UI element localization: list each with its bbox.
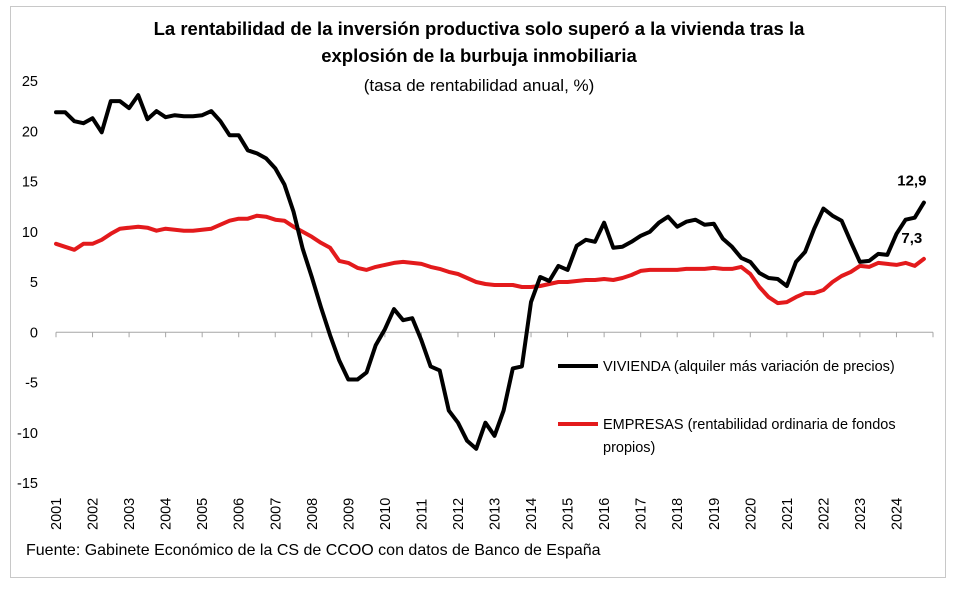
y-tick-label: 20 (22, 124, 38, 140)
x-tick-label: 2008 (305, 498, 321, 530)
x-tick-label: 2005 (195, 498, 211, 530)
x-tick-label: 2019 (707, 498, 723, 530)
legend-label-empresas-line-2: propios) (603, 440, 655, 456)
end-label-empresas: 7,3 (901, 230, 922, 247)
x-tick-label: 2003 (122, 498, 138, 530)
end-label-vivienda: 12,9 (897, 173, 926, 190)
y-tick-label: 15 (22, 175, 38, 191)
x-axis: 2001 2002 2003 2004 2005 2006 2007 2008 2009 2010… (49, 331, 934, 530)
x-tick-label: 2014 (524, 498, 540, 530)
y-tick-label: -10 (17, 426, 38, 442)
x-tick-label: 2017 (634, 498, 650, 530)
x-tick-label: 2013 (488, 498, 504, 530)
x-tick-label: 2004 (159, 498, 175, 530)
series-line-vivienda (54, 93, 926, 451)
x-tick-label: 2011 (414, 499, 430, 530)
y-tick-label: 0 (30, 325, 38, 341)
source-note: Fuente: Gabinete Económico de la CS de C… (26, 542, 601, 559)
y-axis: 25 20 15 10 5 0 -5 -10 -15 (17, 74, 38, 492)
x-tick-label: 2012 (451, 498, 467, 530)
y-tick-label: 10 (22, 225, 38, 241)
x-tick-label: 2016 (597, 498, 613, 530)
y-tick-label: -15 (17, 476, 38, 492)
plot-area (54, 93, 926, 451)
y-tick-label: -5 (25, 376, 38, 392)
x-tick-label: 2009 (341, 498, 357, 530)
y-tick-label: 5 (30, 275, 38, 291)
x-tick-label: 2021 (780, 498, 796, 530)
x-tick-label: 2006 (232, 498, 248, 530)
x-tick-label: 2010 (378, 498, 394, 530)
chart-subtitle: (tasa de rentabilidad anual, %) (363, 76, 595, 95)
x-tick-label: 2015 (561, 498, 577, 530)
x-tick-label: 2007 (268, 498, 284, 530)
y-tick-label: 25 (22, 74, 38, 90)
chart-frame (10, 6, 946, 578)
x-tick-label: 2018 (670, 498, 686, 530)
x-tick-label: 2022 (816, 498, 832, 530)
x-tick-label: 2001 (49, 498, 65, 530)
legend-label-vivienda: VIVIENDA (alquiler más variación de prec… (603, 359, 895, 375)
legend: VIVIENDA (alquiler más variación de prec… (558, 359, 896, 456)
x-tick-label: 2024 (889, 498, 905, 530)
chart-title-line-1: La rentabilidad de la inversión producti… (153, 18, 805, 39)
x-tick-label: 2020 (743, 498, 759, 530)
x-tick-label: 2023 (853, 498, 869, 530)
chart-title-line-2: explosión de la burbuja inmobiliaria (321, 45, 637, 66)
series-line-empresas (54, 213, 926, 306)
x-tick-label: 2002 (86, 498, 102, 530)
legend-label-empresas-line-1: EMPRESAS (rentabilidad ordinaria de fond… (603, 417, 896, 433)
